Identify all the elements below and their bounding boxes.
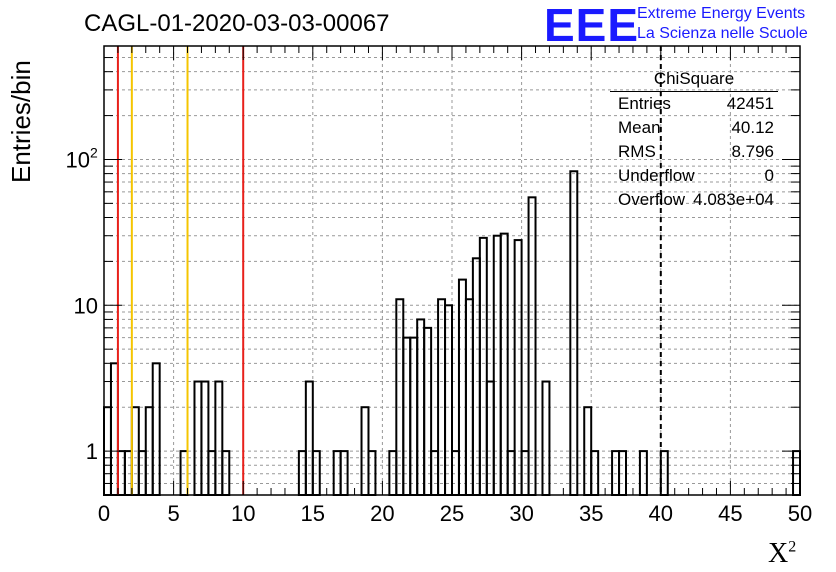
stats-key: Overflow — [618, 190, 686, 209]
logo-line-1: Extreme Energy Events — [637, 5, 806, 22]
y-tick-label: 10 — [66, 147, 90, 172]
stats-key: Underflow — [618, 166, 695, 185]
y-tick-label-superscript: 2 — [90, 144, 98, 160]
logo-line-2: La Scienza nelle Scuole — [637, 25, 808, 42]
x-tick-label: 25 — [440, 501, 464, 526]
stats-row-overflow: Overflow 4.083e+04 — [610, 188, 778, 212]
x-tick-label: 5 — [167, 501, 179, 526]
histogram-bar — [492, 234, 502, 497]
chart-title: CAGL-01-2020-03-03-00067 — [84, 10, 390, 37]
histogram-bar — [444, 304, 454, 497]
stats-value: 42451 — [726, 94, 774, 113]
histogram-bar — [485, 380, 495, 496]
histogram-bar — [569, 170, 579, 496]
x-axis-label: X2 — [768, 538, 796, 570]
stats-row-mean: Mean 40.12 — [610, 116, 778, 140]
x-tick-label: 30 — [509, 501, 533, 526]
stats-row-entries: Entries 42451 — [610, 92, 778, 116]
eee-logo: EEE — [544, 0, 640, 51]
histogram-bar — [109, 362, 119, 496]
stats-key: RMS — [618, 142, 656, 161]
y-tick-label: 10 — [74, 293, 98, 318]
x-tick-label: 0 — [98, 501, 110, 526]
stats-title: ChiSquare — [610, 67, 778, 92]
stats-key: Mean — [618, 118, 661, 137]
histogram-bar — [513, 239, 523, 496]
histogram-bar — [409, 336, 419, 496]
histogram-bar — [200, 380, 210, 496]
stats-value: 8.796 — [731, 142, 774, 161]
x-tick-label: 40 — [649, 501, 673, 526]
x-tick-label: 45 — [718, 501, 742, 526]
histogram-bar — [471, 257, 481, 496]
x-tick-label: 15 — [301, 501, 325, 526]
histogram-bar — [402, 336, 412, 496]
stats-value: 0 — [764, 166, 774, 185]
x-tick-label: 35 — [579, 501, 603, 526]
stats-key: Entries — [618, 94, 671, 113]
stats-row-rms: RMS 8.796 — [610, 140, 778, 164]
y-tick-label: 1 — [86, 439, 98, 464]
histogram-bar — [499, 232, 509, 496]
histogram-bar — [541, 380, 551, 496]
histogram-bar — [304, 380, 314, 496]
histogram-bar — [527, 196, 537, 496]
x-tick-label: 20 — [370, 501, 394, 526]
histogram-bar — [423, 326, 433, 497]
histogram-bar — [478, 236, 488, 497]
histogram-bar — [151, 362, 161, 496]
stats-row-underflow: Underflow 0 — [610, 164, 778, 188]
eee-logo-text: Extreme Energy Events La Scienza nelle S… — [637, 4, 808, 44]
x-axis-label-base: X — [768, 538, 789, 569]
x-axis-label-superscript: 2 — [788, 538, 797, 556]
x-tick-label: 10 — [231, 501, 255, 526]
stats-box: ChiSquare Entries 42451 Mean 40.12 RMS 8… — [610, 67, 778, 209]
histogram-bar — [193, 380, 203, 496]
stats-value: 4.083e+04 — [693, 190, 774, 209]
stats-value: 40.12 — [731, 118, 774, 137]
y-axis-label: Entries/bin — [6, 60, 36, 183]
histogram-bar — [214, 380, 224, 496]
x-tick-label: 50 — [788, 501, 812, 526]
